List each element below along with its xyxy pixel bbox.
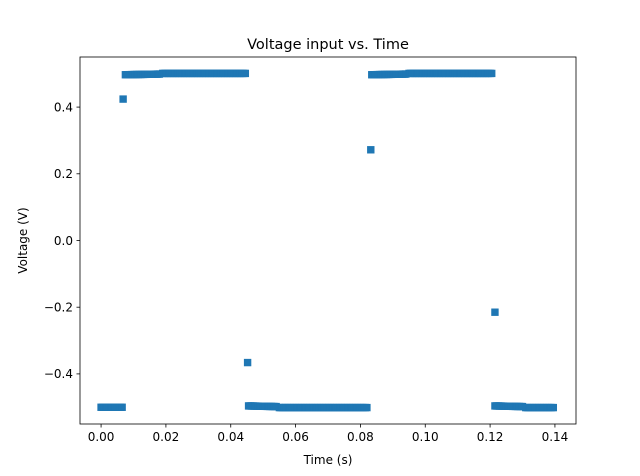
data-point-run-8	[549, 403, 558, 412]
plot-frame	[79, 56, 577, 425]
data-point-run-6	[488, 69, 496, 78]
x-axis-label: Time (s)	[303, 453, 353, 467]
x-tick-label: 0.12	[477, 430, 504, 444]
x-tick-label: 0.08	[347, 430, 374, 444]
x-tick-label: 0.04	[217, 430, 244, 444]
y-tick-label: −0.4	[44, 367, 73, 381]
y-axis-label: Voltage (V)	[16, 207, 30, 273]
data-point-3	[491, 308, 499, 316]
y-tick-label: 0.0	[54, 234, 73, 248]
y-tick-label: 0.2	[54, 167, 73, 181]
x-axis-ticks: 0.00 0.02 0.04 0.06 0.08 0.10 0.12 0.14	[88, 424, 569, 444]
chart-title: Voltage input vs. Time	[247, 37, 409, 53]
x-tick-label: 0.14	[542, 430, 569, 444]
plot-marks	[97, 69, 558, 412]
data-point-run-4	[363, 403, 371, 412]
y-axis-ticks: −0.4 −0.2 0.0 0.2 0.4	[44, 100, 80, 381]
x-tick-label: 0.00	[88, 430, 115, 444]
x-tick-label: 0.10	[412, 430, 439, 444]
data-point-run-2	[241, 69, 250, 78]
data-point-1	[243, 358, 252, 367]
x-tick-label: 0.06	[282, 430, 309, 444]
data-point-0	[119, 95, 127, 103]
y-tick-label: 0.4	[54, 100, 73, 114]
y-tick-label: −0.2	[44, 301, 73, 315]
x-tick-label: 0.02	[153, 430, 180, 444]
data-point-run-0	[118, 403, 126, 411]
data-point-2	[367, 146, 375, 154]
